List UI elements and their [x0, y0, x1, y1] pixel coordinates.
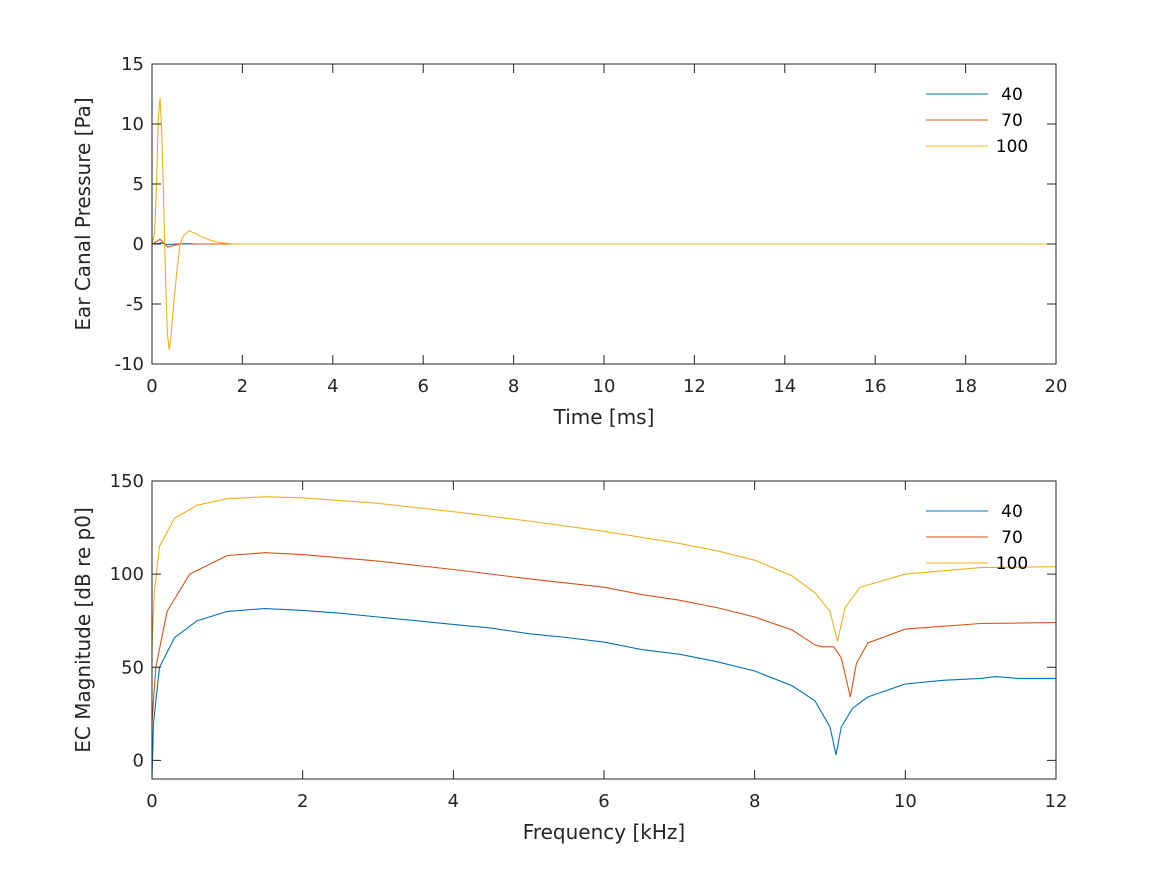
legend-label-100: 100 [996, 137, 1028, 157]
x-tick-label: 0 [146, 791, 157, 812]
y-tick-label: 15 [121, 54, 144, 75]
y-tick-label: 100 [110, 564, 144, 585]
series-line-70 [151, 238, 1056, 248]
x-tick-label: 18 [954, 376, 977, 397]
series-line-70 [151, 552, 1057, 724]
legend-label-40: 40 [1001, 85, 1023, 105]
x-tick-label: 10 [593, 376, 616, 397]
x-tick-label: 2 [297, 791, 308, 812]
y-tick-label: 10 [121, 114, 144, 135]
y-axis-label: Ear Canal Pressure [Pa] [71, 97, 95, 330]
x-tick-label: 20 [1045, 376, 1068, 397]
y-tick-label: -10 [115, 354, 144, 375]
x-tick-label: 0 [146, 376, 157, 397]
legend: 40 70 100 [926, 85, 1028, 157]
legend-label-100: 100 [996, 554, 1028, 574]
series-line-100 [151, 97, 1056, 350]
x-axis-label: Time [ms] [553, 405, 655, 429]
y-tick-label: -5 [126, 294, 144, 315]
y-tick-label: 50 [121, 657, 144, 678]
legend-label-70: 70 [1001, 528, 1023, 548]
x-tick-label: 2 [237, 376, 248, 397]
y-axis-label: EC Magnitude [dB re p0] [71, 507, 95, 753]
y-tick-label: 5 [133, 174, 144, 195]
x-tick-label: 4 [327, 376, 338, 397]
legend-label-40: 40 [1001, 502, 1023, 522]
x-tick-label: 12 [683, 376, 706, 397]
legend-label-70: 70 [1001, 111, 1023, 131]
x-tick-label: 6 [598, 791, 609, 812]
y-tick-label: 0 [133, 234, 144, 255]
plot-area [152, 64, 1056, 364]
plot-area [152, 481, 1056, 779]
x-tick-label: 16 [864, 376, 887, 397]
y-tick-label: 150 [110, 471, 144, 492]
x-tick-label: 4 [448, 791, 459, 812]
pressure-time-plot: 0 2 4 6 8 10 12 14 16 18 20 -10 -5 0 5 10 15 Time [ms] Ear… [71, 54, 1067, 429]
x-tick-label: 8 [749, 791, 760, 812]
y-tick-label: 0 [133, 750, 144, 771]
x-tick-label: 6 [417, 376, 428, 397]
x-tick-label: 14 [773, 376, 796, 397]
magnitude-frequency-plot: 0 2 4 6 8 10 12 0 50 100 150 Frequency [kHz] EC Magn… [71, 471, 1067, 844]
x-tick-label: 8 [508, 376, 519, 397]
x-tick-label: 10 [894, 791, 917, 812]
series-line-100 [151, 496, 1057, 649]
series-line-40 [151, 608, 1056, 780]
x-axis-label: Frequency [kHz] [523, 820, 685, 844]
legend: 40 70 100 [926, 502, 1028, 574]
x-tick-label: 12 [1045, 791, 1068, 812]
